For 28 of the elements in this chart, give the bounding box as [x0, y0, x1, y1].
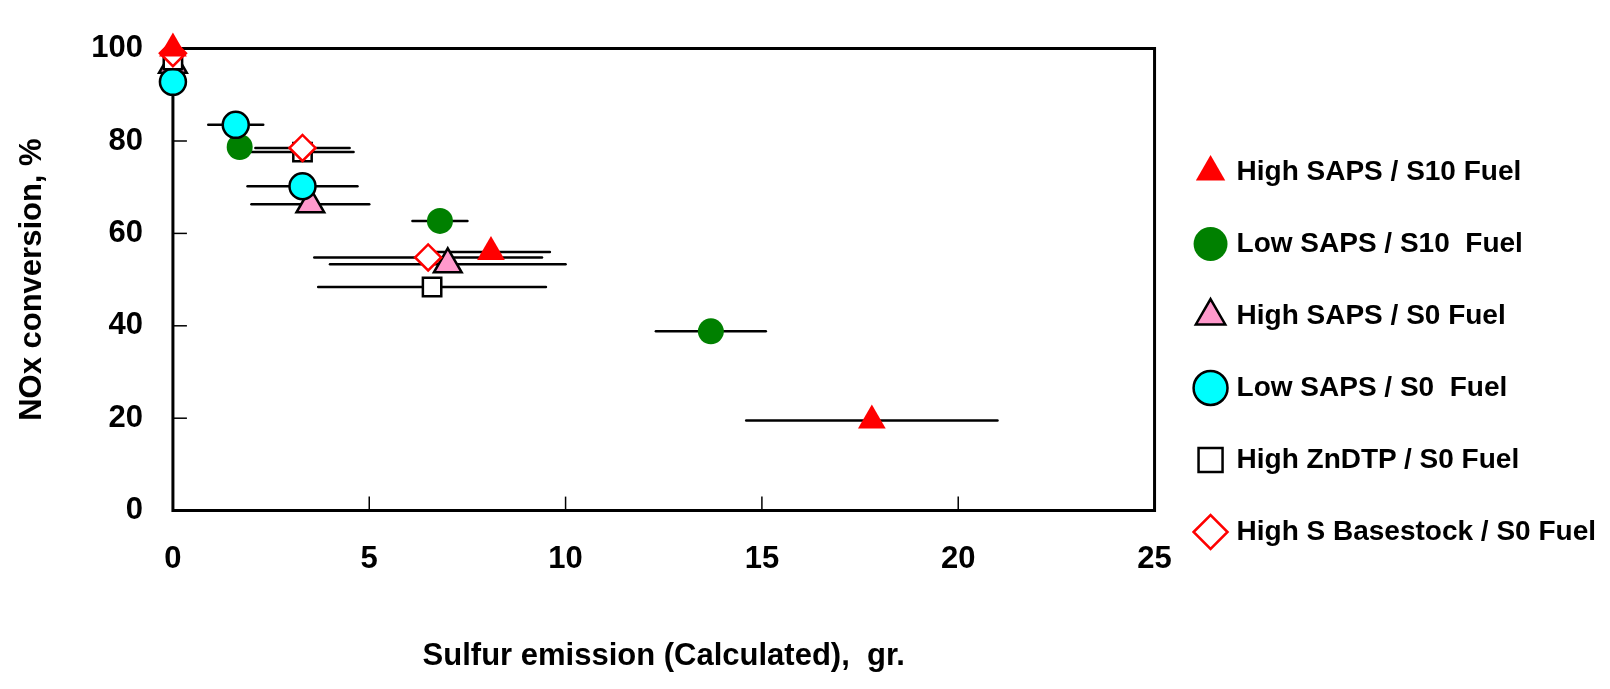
y-tick-label: 80 [108, 121, 143, 157]
legend-label: Low SAPS / S0 Fuel [1236, 370, 1508, 402]
point [413, 243, 443, 272]
legend-label: High SAPS / S0 Fuel [1236, 298, 1506, 330]
y-tick-label: 0 [125, 491, 143, 527]
point [221, 110, 250, 140]
legend-label: Low SAPS / S10 Fuel [1236, 226, 1523, 258]
x-tick-label: 20 [940, 539, 976, 575]
x-tick-label: 10 [548, 539, 583, 575]
point [426, 207, 453, 234]
x-tick-label: 15 [744, 539, 780, 575]
point [697, 318, 724, 345]
point [288, 133, 317, 163]
point [226, 134, 253, 161]
x-tick-label: 25 [1137, 539, 1172, 575]
legend-label: High SAPS / S10 Fuel [1236, 154, 1522, 186]
x-tick-label: 0 [164, 539, 182, 575]
point [421, 276, 443, 298]
legend-label: High ZnDTP / S0 Fuel [1236, 442, 1520, 474]
y-tick-label: 20 [108, 398, 143, 434]
y-tick-label: 40 [108, 306, 143, 342]
x-axis-title: Sulfur emission (Calculated), gr. [422, 636, 905, 672]
y-axis-title: NOx conversion, % [13, 138, 49, 421]
y-tick-label: 100 [91, 29, 143, 65]
legend-label: High S Basestock / S0 Fuel [1236, 514, 1597, 546]
x-tick-label: 5 [360, 539, 378, 575]
y-tick-label: 60 [108, 213, 143, 249]
point [288, 172, 317, 201]
